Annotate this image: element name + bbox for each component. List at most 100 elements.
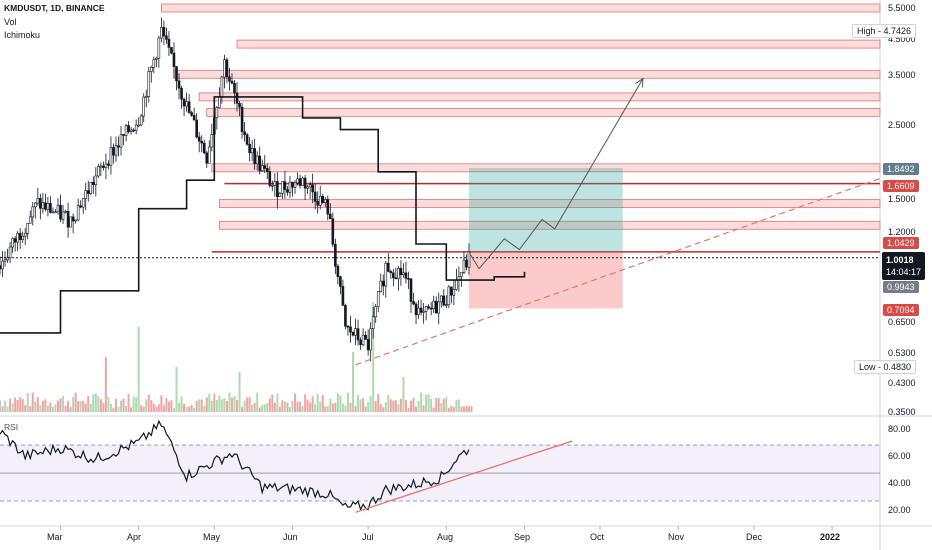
volume-bar (69, 407, 72, 412)
candle-body (84, 190, 88, 199)
candle-body (41, 202, 45, 209)
rsi-trendline (355, 440, 573, 513)
volume-bar (142, 406, 145, 412)
ichimoku-legend[interactable]: Ichimoku (4, 30, 41, 40)
volume-bar (374, 400, 377, 412)
volume-bar (122, 398, 125, 412)
volume-bar (299, 401, 302, 412)
candle-body (220, 76, 224, 97)
candle-body (59, 204, 62, 220)
candle-body (429, 307, 433, 310)
volume-bar (67, 400, 70, 412)
volume-bar (125, 405, 128, 412)
volume-bar (102, 402, 105, 412)
volume-bar (263, 404, 266, 412)
candle-body (192, 115, 196, 121)
candle-body (86, 190, 90, 194)
volume-bar (175, 367, 178, 412)
volume-bar (412, 398, 415, 412)
candle-body (455, 279, 458, 290)
volume-bar (389, 399, 392, 412)
volume-bar (316, 393, 319, 412)
volume-bar (152, 403, 155, 412)
low-label: Low - 0.4830 (854, 360, 917, 374)
candle-body (107, 163, 110, 166)
volume-bar (183, 403, 186, 412)
volume-bar (319, 401, 322, 412)
candle-body (139, 115, 143, 126)
volume-bar (465, 405, 468, 412)
volume-bar (324, 406, 327, 412)
candle-body (228, 76, 231, 82)
candle-body (414, 303, 418, 316)
volume-bar (427, 394, 430, 412)
rsi-tick: 80.00 (888, 424, 911, 434)
time-label: 2022 (820, 532, 841, 542)
candle-body (71, 216, 75, 222)
candle-body (334, 243, 337, 267)
candle-body (152, 59, 156, 68)
volume-bar (84, 403, 87, 412)
volume-bar (92, 394, 95, 412)
volume-bar (394, 400, 397, 412)
volume-bar (268, 398, 271, 412)
volume-bar (198, 399, 201, 412)
time-label: Oct (590, 532, 605, 542)
candle-body (200, 140, 204, 144)
time-label: May (203, 532, 221, 542)
volume-bar (364, 406, 367, 412)
candle-body (26, 222, 30, 234)
volume-bar (220, 399, 223, 412)
candle-body (79, 205, 82, 208)
candle-body (180, 87, 183, 100)
last-price-value: 1.0018 (886, 255, 914, 265)
candle-body (207, 146, 211, 164)
volume-bar (256, 392, 259, 412)
time-label: Nov (668, 532, 685, 542)
volume-bar (314, 404, 317, 412)
candle-body (147, 71, 151, 97)
volume-bar (462, 406, 465, 412)
candle-body (255, 155, 259, 165)
time-label: Aug (437, 532, 454, 542)
volume-bar (46, 405, 49, 412)
volume-bar (329, 398, 332, 412)
candle-body (81, 198, 85, 208)
candle-body (185, 101, 188, 107)
candle-body (387, 262, 390, 272)
volume-bar (286, 402, 289, 412)
volume-bar (120, 400, 123, 412)
candle-body (218, 96, 221, 108)
candle-body (351, 331, 355, 336)
volume-bar (379, 404, 382, 412)
volume-bar (210, 400, 213, 412)
volume-bar (326, 405, 329, 412)
volume-bar (137, 327, 140, 412)
volume-bar (258, 407, 261, 412)
candle-body (276, 181, 279, 198)
candle-body (238, 103, 241, 108)
volume-bar (97, 396, 100, 412)
candle-body (248, 143, 251, 154)
volume-bar (24, 405, 27, 412)
volume-bar (415, 406, 418, 412)
candle-body (394, 277, 398, 280)
candle-body (407, 278, 410, 280)
rsi-line (0, 419, 470, 512)
volume-bar (349, 402, 352, 412)
volume-bar (72, 397, 75, 412)
volume-bar (31, 392, 34, 412)
volume-bar (354, 406, 357, 412)
rsi-legend[interactable]: RSI (4, 422, 19, 432)
support-trendline (355, 177, 881, 366)
volume-legend[interactable]: Vol (4, 17, 17, 27)
volume-bar (16, 400, 19, 412)
volume-bar (147, 394, 150, 412)
candle-body (422, 311, 425, 313)
symbol-title[interactable]: KMDUSDT, 1D, BINANCE (4, 3, 105, 13)
candle-body (132, 129, 135, 132)
candle-body (112, 147, 115, 156)
volume-bar (321, 395, 324, 412)
